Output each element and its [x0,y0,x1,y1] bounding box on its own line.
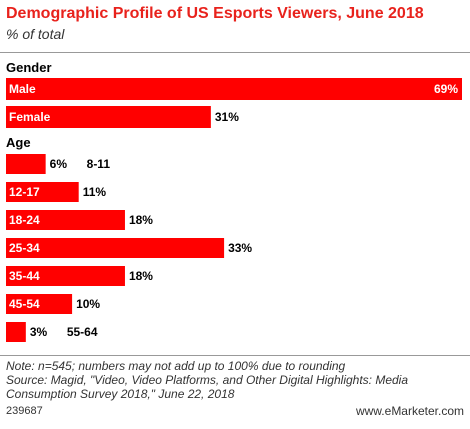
value-label-age-18-24: 18% [129,213,153,227]
bar-age-8-11 [6,154,46,174]
bar-age-45-54 [6,294,73,314]
brand-link[interactable]: www.eMarketer.com [355,404,464,418]
value-label-age-12-17: 11% [83,185,107,199]
category-label-gender-female: Female [9,110,51,124]
category-label-age-55-64: 55-64 [67,325,98,339]
group-label-age: Age [6,135,31,150]
source-text: Source: Magid, "Video, Video Platforms, … [6,373,409,401]
chart-id: 239687 [6,405,43,417]
value-label-age-45-54: 10% [76,297,100,311]
chart-subtitle: % of total [6,26,65,42]
bar-gender-female [6,106,211,128]
chart-title: Demographic Profile of US Esports Viewer… [6,5,424,22]
value-label-age-8-11: 6% [50,157,68,171]
value-label-age-55-64: 3% [30,325,48,339]
category-label-age-35-44: 35-44 [9,269,40,283]
bar-age-35-44 [6,266,125,286]
bar-age-18-24 [6,210,125,230]
value-label-gender-female: 31% [215,110,239,124]
value-label-age-35-44: 18% [129,269,153,283]
chart-notes: Note: n=545; numbers may not add up to 1… [6,359,468,401]
bar-age-12-17 [6,182,79,202]
bar-age-55-64 [6,322,26,342]
bar-age-25-34 [6,238,225,258]
category-label-age-8-11: 8-11 [87,157,111,171]
category-label-age-18-24: 18-24 [9,213,40,227]
top-divider [0,52,470,53]
value-label-age-25-34: 33% [228,241,252,255]
category-label-gender-male: Male [9,82,36,96]
bottom-divider [0,355,470,356]
group-label-gender: Gender [6,60,52,75]
note-text: Note: n=545; numbers may not add up to 1… [6,359,346,373]
bar-gender-male [6,78,462,100]
bar-chart: Gender Male 69% Female 31% Age 6% 8-11 12-17 11% 1… [6,60,462,342]
value-label-gender-male: 69% [434,82,458,96]
category-label-age-25-34: 25-34 [9,241,40,255]
category-label-age-12-17: 12-17 [9,185,40,199]
category-label-age-45-54: 45-54 [9,297,40,311]
